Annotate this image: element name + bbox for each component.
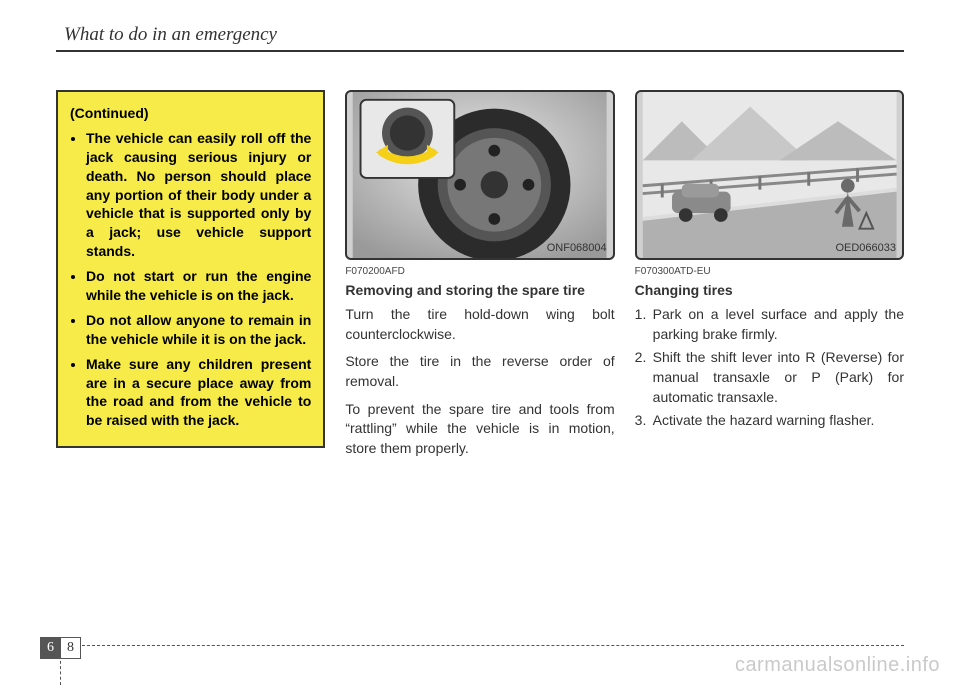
content-columns: (Continued) The vehicle can easily roll … bbox=[56, 90, 904, 466]
section-number: 6 bbox=[40, 637, 61, 659]
figure-code: F070300ATD-EU bbox=[635, 266, 904, 277]
body-text: To prevent the spare tire and tools from… bbox=[345, 400, 614, 459]
subheading: Changing tires bbox=[635, 281, 904, 299]
spare-tire-illustration bbox=[347, 92, 612, 258]
roadside-illustration bbox=[637, 92, 902, 258]
warning-item: The vehicle can easily roll off the jack… bbox=[86, 129, 311, 261]
column-1: (Continued) The vehicle can easily roll … bbox=[56, 90, 325, 466]
figure-label: ONF068004 bbox=[547, 242, 607, 254]
figure-code: F070200AFD bbox=[345, 266, 614, 277]
warning-continued: (Continued) bbox=[70, 104, 311, 123]
list-number: 3. bbox=[635, 411, 653, 431]
figure-roadside: OED066033 bbox=[635, 90, 904, 260]
list-number: 1. bbox=[635, 305, 653, 344]
list-text: Park on a level surface and apply the pa… bbox=[653, 305, 904, 344]
figure-label: OED066033 bbox=[835, 242, 896, 254]
body-text: Store the tire in the reverse order of r… bbox=[345, 352, 614, 391]
page-number-box: 6 8 bbox=[40, 637, 904, 659]
ordered-list: 1. Park on a level surface and apply the… bbox=[635, 305, 904, 431]
warning-box: (Continued) The vehicle can easily roll … bbox=[56, 90, 325, 448]
warning-list: The vehicle can easily roll off the jack… bbox=[70, 129, 311, 430]
body-text: Turn the tire hold-down wing bolt counte… bbox=[345, 305, 614, 344]
page-title: What to do in an emergency bbox=[64, 24, 904, 50]
manual-page: What to do in an emergency (Continued) T… bbox=[0, 0, 960, 466]
list-item: 3. Activate the hazard warning flasher. bbox=[635, 411, 904, 431]
figure-spare-tire: ONF068004 bbox=[345, 90, 614, 260]
list-item: 1. Park on a level surface and apply the… bbox=[635, 305, 904, 344]
header-rule bbox=[56, 50, 904, 52]
warning-item: Make sure any children present are in a … bbox=[86, 355, 311, 431]
list-text: Activate the hazard warning flasher. bbox=[653, 411, 904, 431]
warning-item: Do not start or run the engine while the… bbox=[86, 267, 311, 305]
list-text: Shift the shift lever into R (Reverse) f… bbox=[653, 348, 904, 407]
page-number: 8 bbox=[61, 637, 81, 659]
list-item: 2. Shift the shift lever into R (Reverse… bbox=[635, 348, 904, 407]
column-3: OED066033 F070300ATD-EU Changing tires 1… bbox=[635, 90, 904, 466]
warning-item: Do not allow anyone to remain in the veh… bbox=[86, 311, 311, 349]
column-2: ONF068004 F070200AFD Removing and storin… bbox=[345, 90, 614, 466]
subheading: Removing and storing the spare tire bbox=[345, 281, 614, 299]
list-number: 2. bbox=[635, 348, 653, 407]
page-footer: 6 8 bbox=[40, 637, 904, 659]
